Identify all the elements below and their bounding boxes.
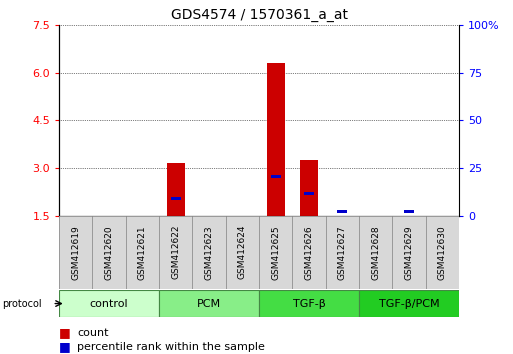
- Text: percentile rank within the sample: percentile rank within the sample: [77, 342, 265, 352]
- Bar: [59, 290, 159, 317]
- Text: GSM412619: GSM412619: [71, 225, 80, 280]
- Bar: [404, 210, 414, 213]
- Text: GSM412626: GSM412626: [305, 225, 313, 280]
- Title: GDS4574 / 1570361_a_at: GDS4574 / 1570361_a_at: [170, 8, 348, 22]
- Text: count: count: [77, 328, 108, 338]
- Text: protocol: protocol: [3, 298, 42, 309]
- Text: GSM412629: GSM412629: [405, 225, 413, 280]
- Bar: [171, 197, 181, 200]
- Text: PCM: PCM: [197, 298, 221, 309]
- Text: GSM412620: GSM412620: [105, 225, 113, 280]
- Text: GSM412625: GSM412625: [271, 225, 280, 280]
- Text: GSM412623: GSM412623: [205, 225, 213, 280]
- Bar: [338, 210, 347, 213]
- Text: GSM412628: GSM412628: [371, 225, 380, 280]
- Text: GSM412627: GSM412627: [338, 225, 347, 280]
- Text: GSM412624: GSM412624: [238, 225, 247, 279]
- Bar: [259, 290, 359, 317]
- Bar: [359, 290, 459, 317]
- Bar: [167, 163, 185, 216]
- Text: GSM412622: GSM412622: [171, 225, 180, 279]
- Text: ■: ■: [59, 341, 71, 353]
- Text: TGF-β/PCM: TGF-β/PCM: [379, 298, 440, 309]
- Text: TGF-β: TGF-β: [293, 298, 325, 309]
- Text: GSM412621: GSM412621: [138, 225, 147, 280]
- Text: ■: ■: [59, 326, 71, 339]
- Bar: [159, 290, 259, 317]
- Bar: [300, 160, 318, 216]
- Text: GSM412630: GSM412630: [438, 225, 447, 280]
- Text: control: control: [90, 298, 128, 309]
- Bar: [271, 175, 281, 178]
- Bar: [267, 63, 285, 216]
- Bar: [304, 192, 314, 195]
